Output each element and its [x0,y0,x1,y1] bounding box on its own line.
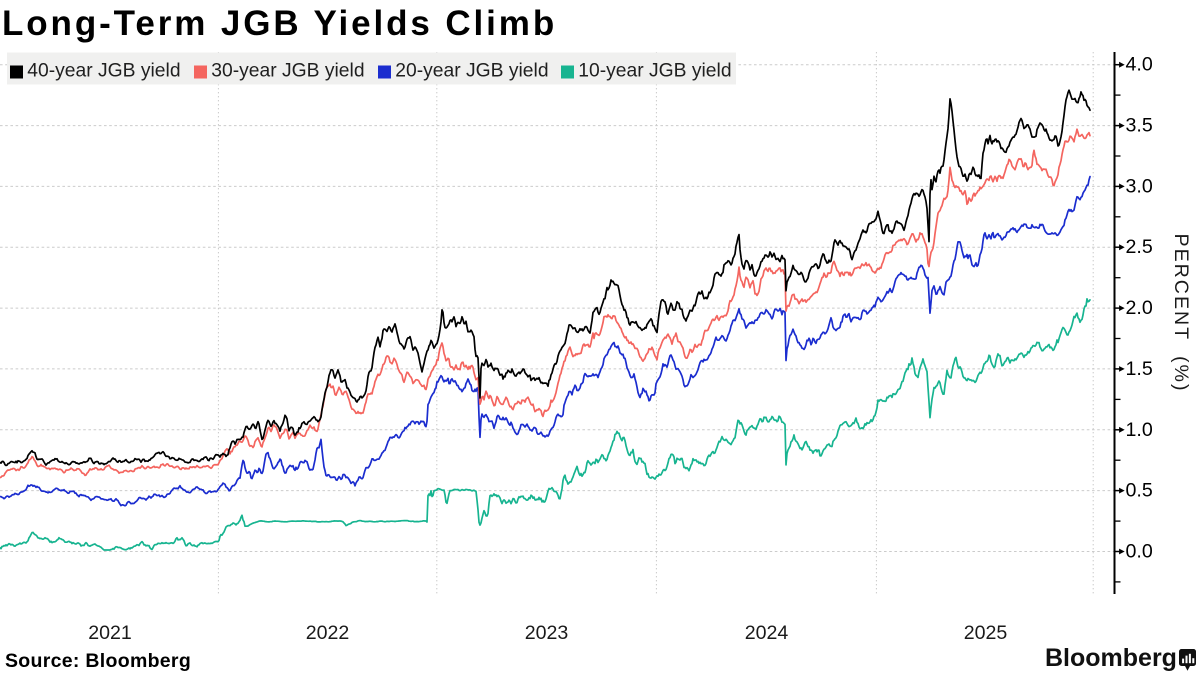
svg-text:2025: 2025 [964,622,1008,644]
svg-text:3.0: 3.0 [1126,175,1153,197]
svg-text:2.0: 2.0 [1126,297,1153,319]
svg-text:2024: 2024 [745,622,789,644]
svg-text:2023: 2023 [525,622,569,644]
svg-text:10-year JGB yield: 10-year JGB yield [578,60,731,81]
svg-text:2022: 2022 [306,622,350,644]
svg-text:1.0: 1.0 [1126,419,1153,441]
svg-text:3.5: 3.5 [1126,115,1153,137]
svg-text:30-year JGB yield: 30-year JGB yield [211,60,364,81]
svg-text:2021: 2021 [88,622,132,644]
svg-text:20-year JGB yield: 20-year JGB yield [395,60,548,81]
svg-text:2.5: 2.5 [1126,236,1153,258]
svg-text:4.0: 4.0 [1126,54,1153,76]
svg-text:PERCENT (%): PERCENT (%) [1170,234,1192,393]
svg-text:1.5: 1.5 [1126,358,1153,380]
svg-text:0.5: 0.5 [1126,480,1153,502]
svg-text:0.0: 0.0 [1126,541,1153,563]
svg-text:40-year JGB yield: 40-year JGB yield [27,60,180,81]
